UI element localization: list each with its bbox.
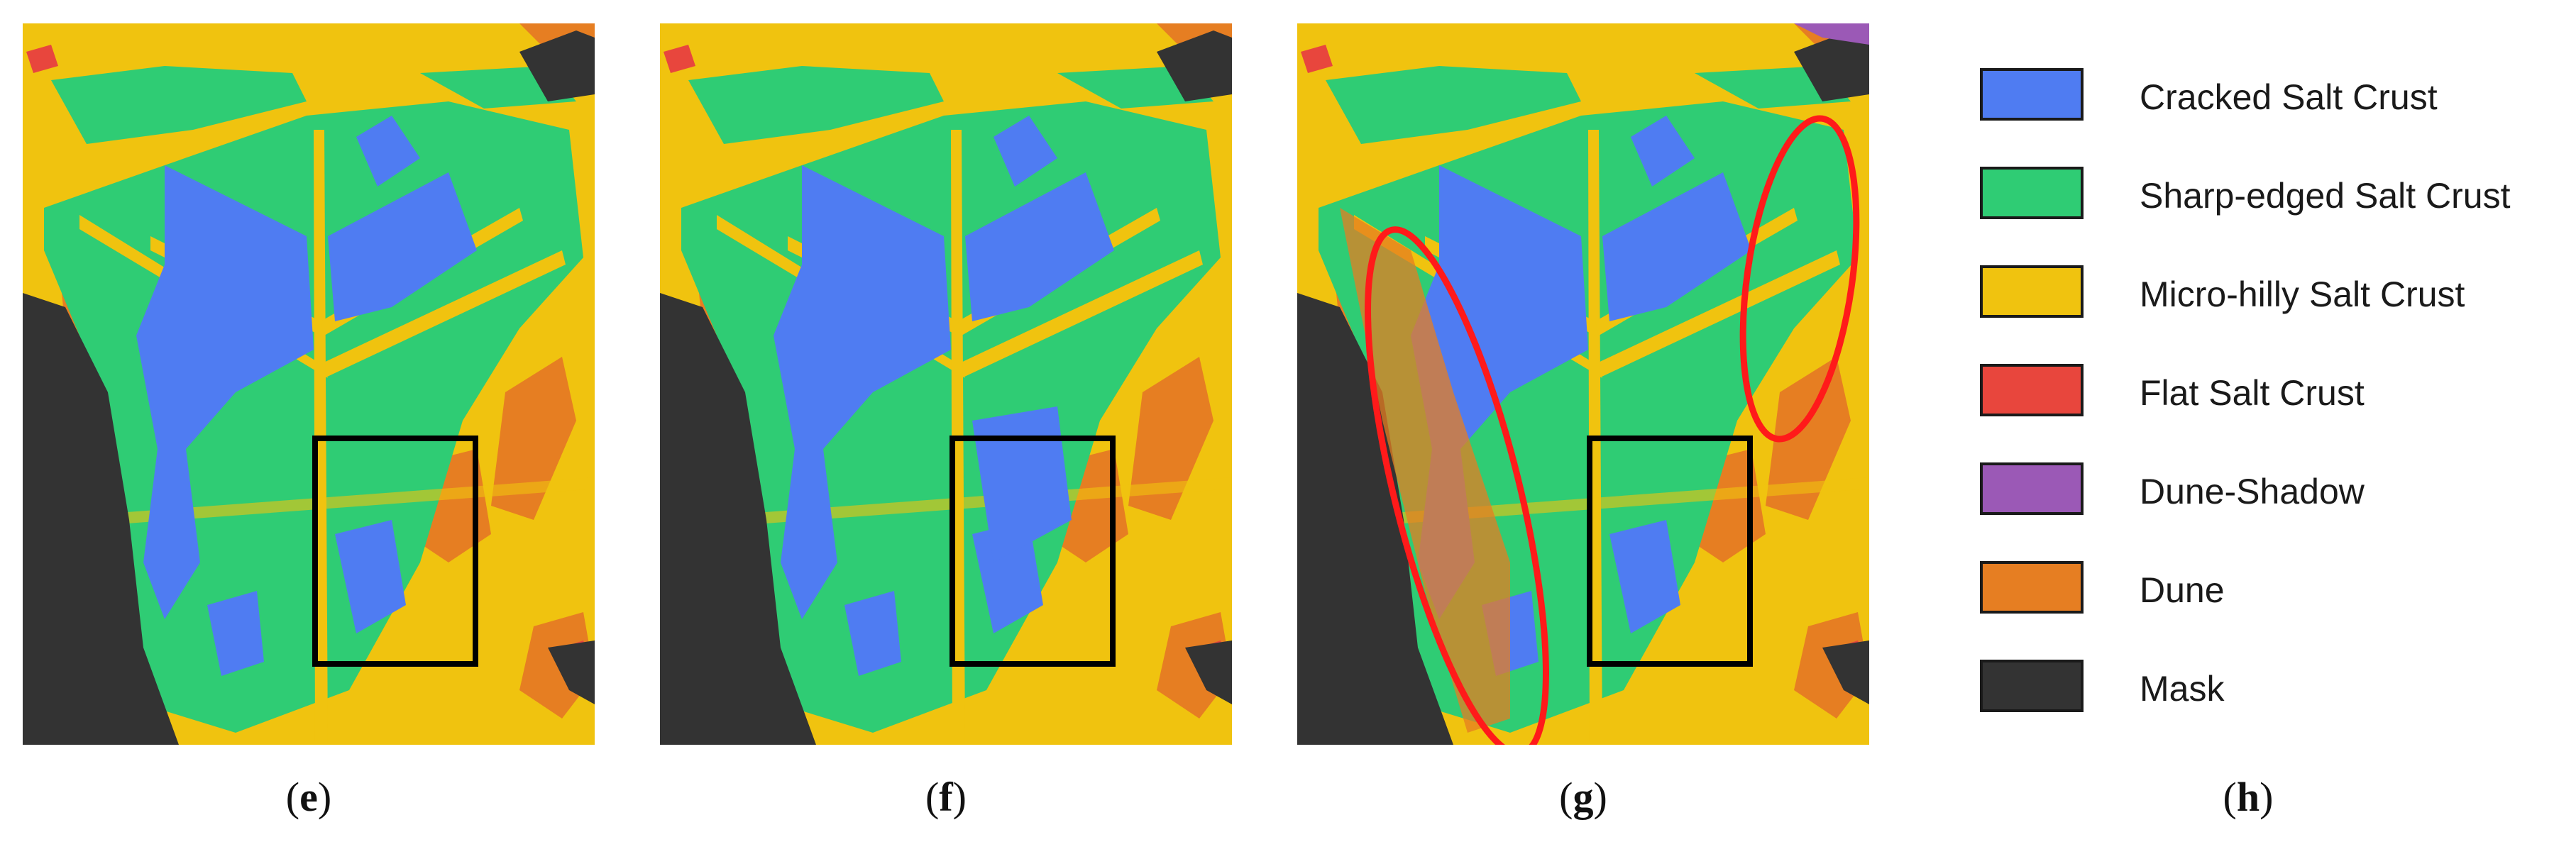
caption-f: (f) [925,774,967,820]
legend-label: Micro-hilly Salt Crust [2140,274,2465,314]
highlight-ellipse-right [1739,115,1860,443]
legend-swatch [1980,167,2084,219]
legend-label: Mask [2140,669,2225,709]
highlight-ellipse-left [1365,226,1549,745]
legend-swatch [1980,561,2084,614]
caption-g: (g) [1559,774,1607,820]
legend-label: Flat Salt Crust [2140,373,2365,413]
legend-label: Dune [2140,570,2225,610]
highlight-box [312,436,478,667]
caption-e: (e) [285,774,332,820]
highlight-box [1587,436,1753,667]
map-panel-e [23,23,595,745]
classification-map-g [1297,23,1869,745]
map-panel-f [660,23,1232,745]
legend-label: Dune-Shadow [2140,472,2365,511]
legend-swatch [1980,660,2084,712]
map-panel-g [1297,23,1869,745]
legend-swatch [1980,364,2084,416]
legend-swatch [1980,462,2084,515]
caption-h: (h) [2223,774,2274,820]
classification-map-e [23,23,595,745]
legend-swatch [1980,68,2084,121]
legend-swatch [1980,265,2084,318]
classification-map-f [660,23,1232,745]
legend-label: Cracked Salt Crust [2140,77,2438,117]
highlight-box [950,436,1116,667]
legend-label: Sharp-edged Salt Crust [2140,176,2511,216]
